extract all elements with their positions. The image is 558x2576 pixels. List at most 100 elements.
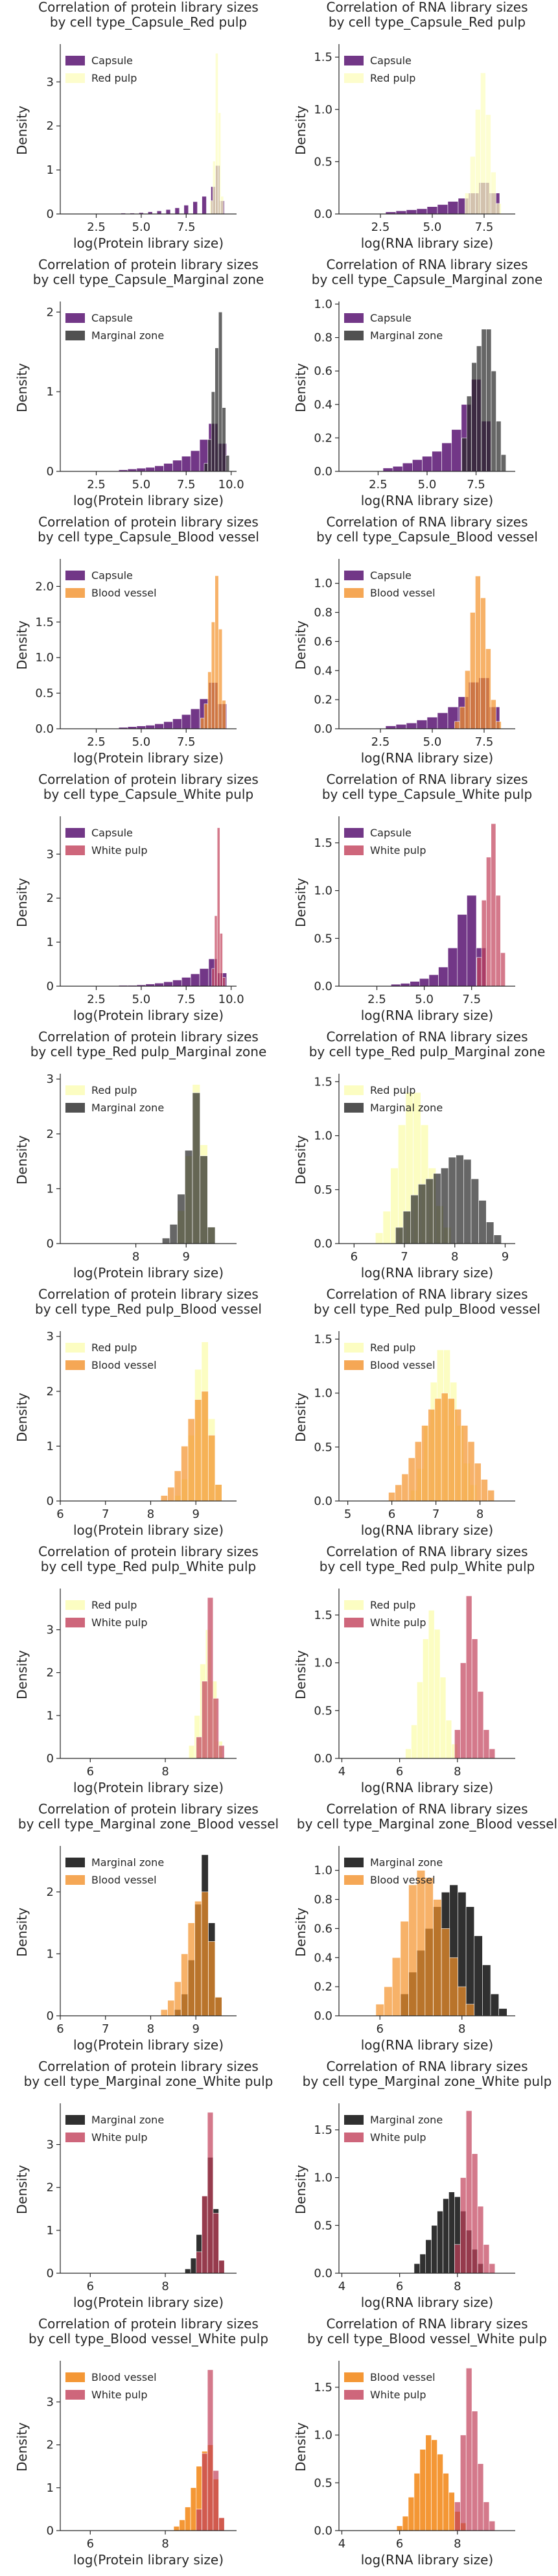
legend-swatch [344,73,364,83]
histogram-bar [169,1224,178,1244]
histogram-bar [483,2244,490,2274]
histogram-bar [190,708,200,729]
histogram-bar [459,1662,467,1759]
x-axis-label: log(Protein library size) [73,1265,224,1281]
y-tick-label: 0.5 [35,687,54,700]
histogram-bar [490,1994,499,2016]
y-tick-label: 3 [47,1624,54,1637]
histogram-bar [406,722,417,729]
histogram-bar [432,451,442,472]
y-tick-label: 0.0 [314,2267,332,2280]
histogram-bar [201,1391,209,1502]
y-axis-label: Density [293,106,308,155]
x-tick-label: 6 [56,2022,64,2036]
chart-title: by cell type_Red pulp_Blood vessel [314,1301,541,1317]
histogram-bar [192,1093,200,1244]
y-tick-label: 2.0 [35,580,54,593]
histogram-bar [160,1495,168,1502]
legend-swatch [65,2390,85,2400]
histogram-bar [160,2009,168,2016]
histogram-bar [441,442,452,472]
y-tick-label: 3 [47,2138,54,2152]
x-axis-label: log(RNA library size) [361,2037,493,2053]
histogram-bar [461,438,467,472]
histogram-bar [400,983,410,987]
histogram-bar [165,209,171,215]
histogram-bar [196,2251,202,2274]
legend-swatch [65,571,85,580]
series-marginal-zone [162,1093,216,1244]
legend: Capsule Marginal zone [344,312,443,342]
chart-panel: Correlation of RNA library sizes by cell … [279,2059,557,2317]
histogram-bar [471,1178,479,1244]
y-axis-label: Density [293,1650,308,1699]
histogram-bar [434,1629,441,1759]
legend-swatch [65,1858,85,1867]
y-tick-label: 0.0 [314,1237,332,1251]
y-axis-label: Density [293,620,308,670]
x-tick-label: 5.0 [132,478,151,491]
histogram-bar [213,1698,219,1759]
histogram-bar [466,396,472,472]
histogram-bar [188,1745,195,1759]
histogram-bar [194,1399,202,1502]
histogram-bar [465,670,471,729]
legend-label: Marginal zone [370,1102,443,1114]
x-tick-label: 7.5 [462,993,481,1006]
y-axis-label: Density [14,1650,30,1699]
x-tick-label: 7.5 [475,735,494,749]
histogram-bar [433,1173,441,1244]
histogram-bar [428,1409,436,1502]
x-tick-label: 10.0 [218,478,244,491]
histogram-bar [454,1409,461,1502]
histogram-bar [416,208,428,215]
chart-panel: Correlation of RNA library sizes by cell … [279,1029,557,1287]
chart-title: by cell type_Capsule_Marginal zone [33,272,264,287]
y-axis-label: Density [14,1135,30,1185]
x-tick-label: 5 [344,1507,351,1521]
histogram-bar [382,1211,391,1244]
histogram-bar [174,207,180,215]
histogram-bar [203,463,208,472]
x-tick-label: 8 [454,1765,461,1778]
x-tick-label: 6 [388,1507,395,1521]
histogram-bar [213,2470,219,2531]
histogram-bar [207,2112,214,2274]
histogram-bar [500,454,506,472]
y-tick-label: 1.5 [314,2381,332,2394]
histogram-bar [185,2507,191,2531]
chart-title: by cell type_Capsule_Blood vessel [316,529,538,545]
histogram-bar [207,1597,214,1759]
histogram-bar [463,1159,472,1244]
y-axis-label: Density [293,2165,308,2214]
y-tick-label: 2 [47,1885,54,1899]
histogram-bar [459,2435,467,2531]
legend: Capsule Red pulp [65,54,137,84]
histogram-bar [202,196,207,215]
chart-title: Correlation of RNA library sizes [326,1029,528,1045]
y-tick-label: 3 [47,847,54,861]
x-tick-label: 6 [351,1250,358,1264]
histogram-bar [410,1194,419,1244]
legend-label: White pulp [370,1616,426,1629]
histogram-bar [215,53,218,215]
histogram-bar [471,2411,478,2531]
histogram-bar [474,1463,482,1502]
histogram-bar [190,2487,197,2531]
histogram-bar [439,1677,447,1759]
chart-title: Correlation of protein library sizes [38,1801,259,1817]
histogram-bar [218,628,223,729]
y-tick-label: 1.5 [314,51,332,64]
histogram-bar [174,1471,181,1502]
x-tick-label: 9 [183,1250,190,1264]
histogram-bar [416,1870,426,2016]
histogram-bar [216,827,220,987]
histogram-bar [207,671,212,729]
y-axis-label: Density [14,363,30,412]
series-blood-vessel [388,1393,494,1502]
y-tick-label: 1.0 [314,1387,332,1400]
legend: Red pulp Marginal zone [65,1084,164,1114]
